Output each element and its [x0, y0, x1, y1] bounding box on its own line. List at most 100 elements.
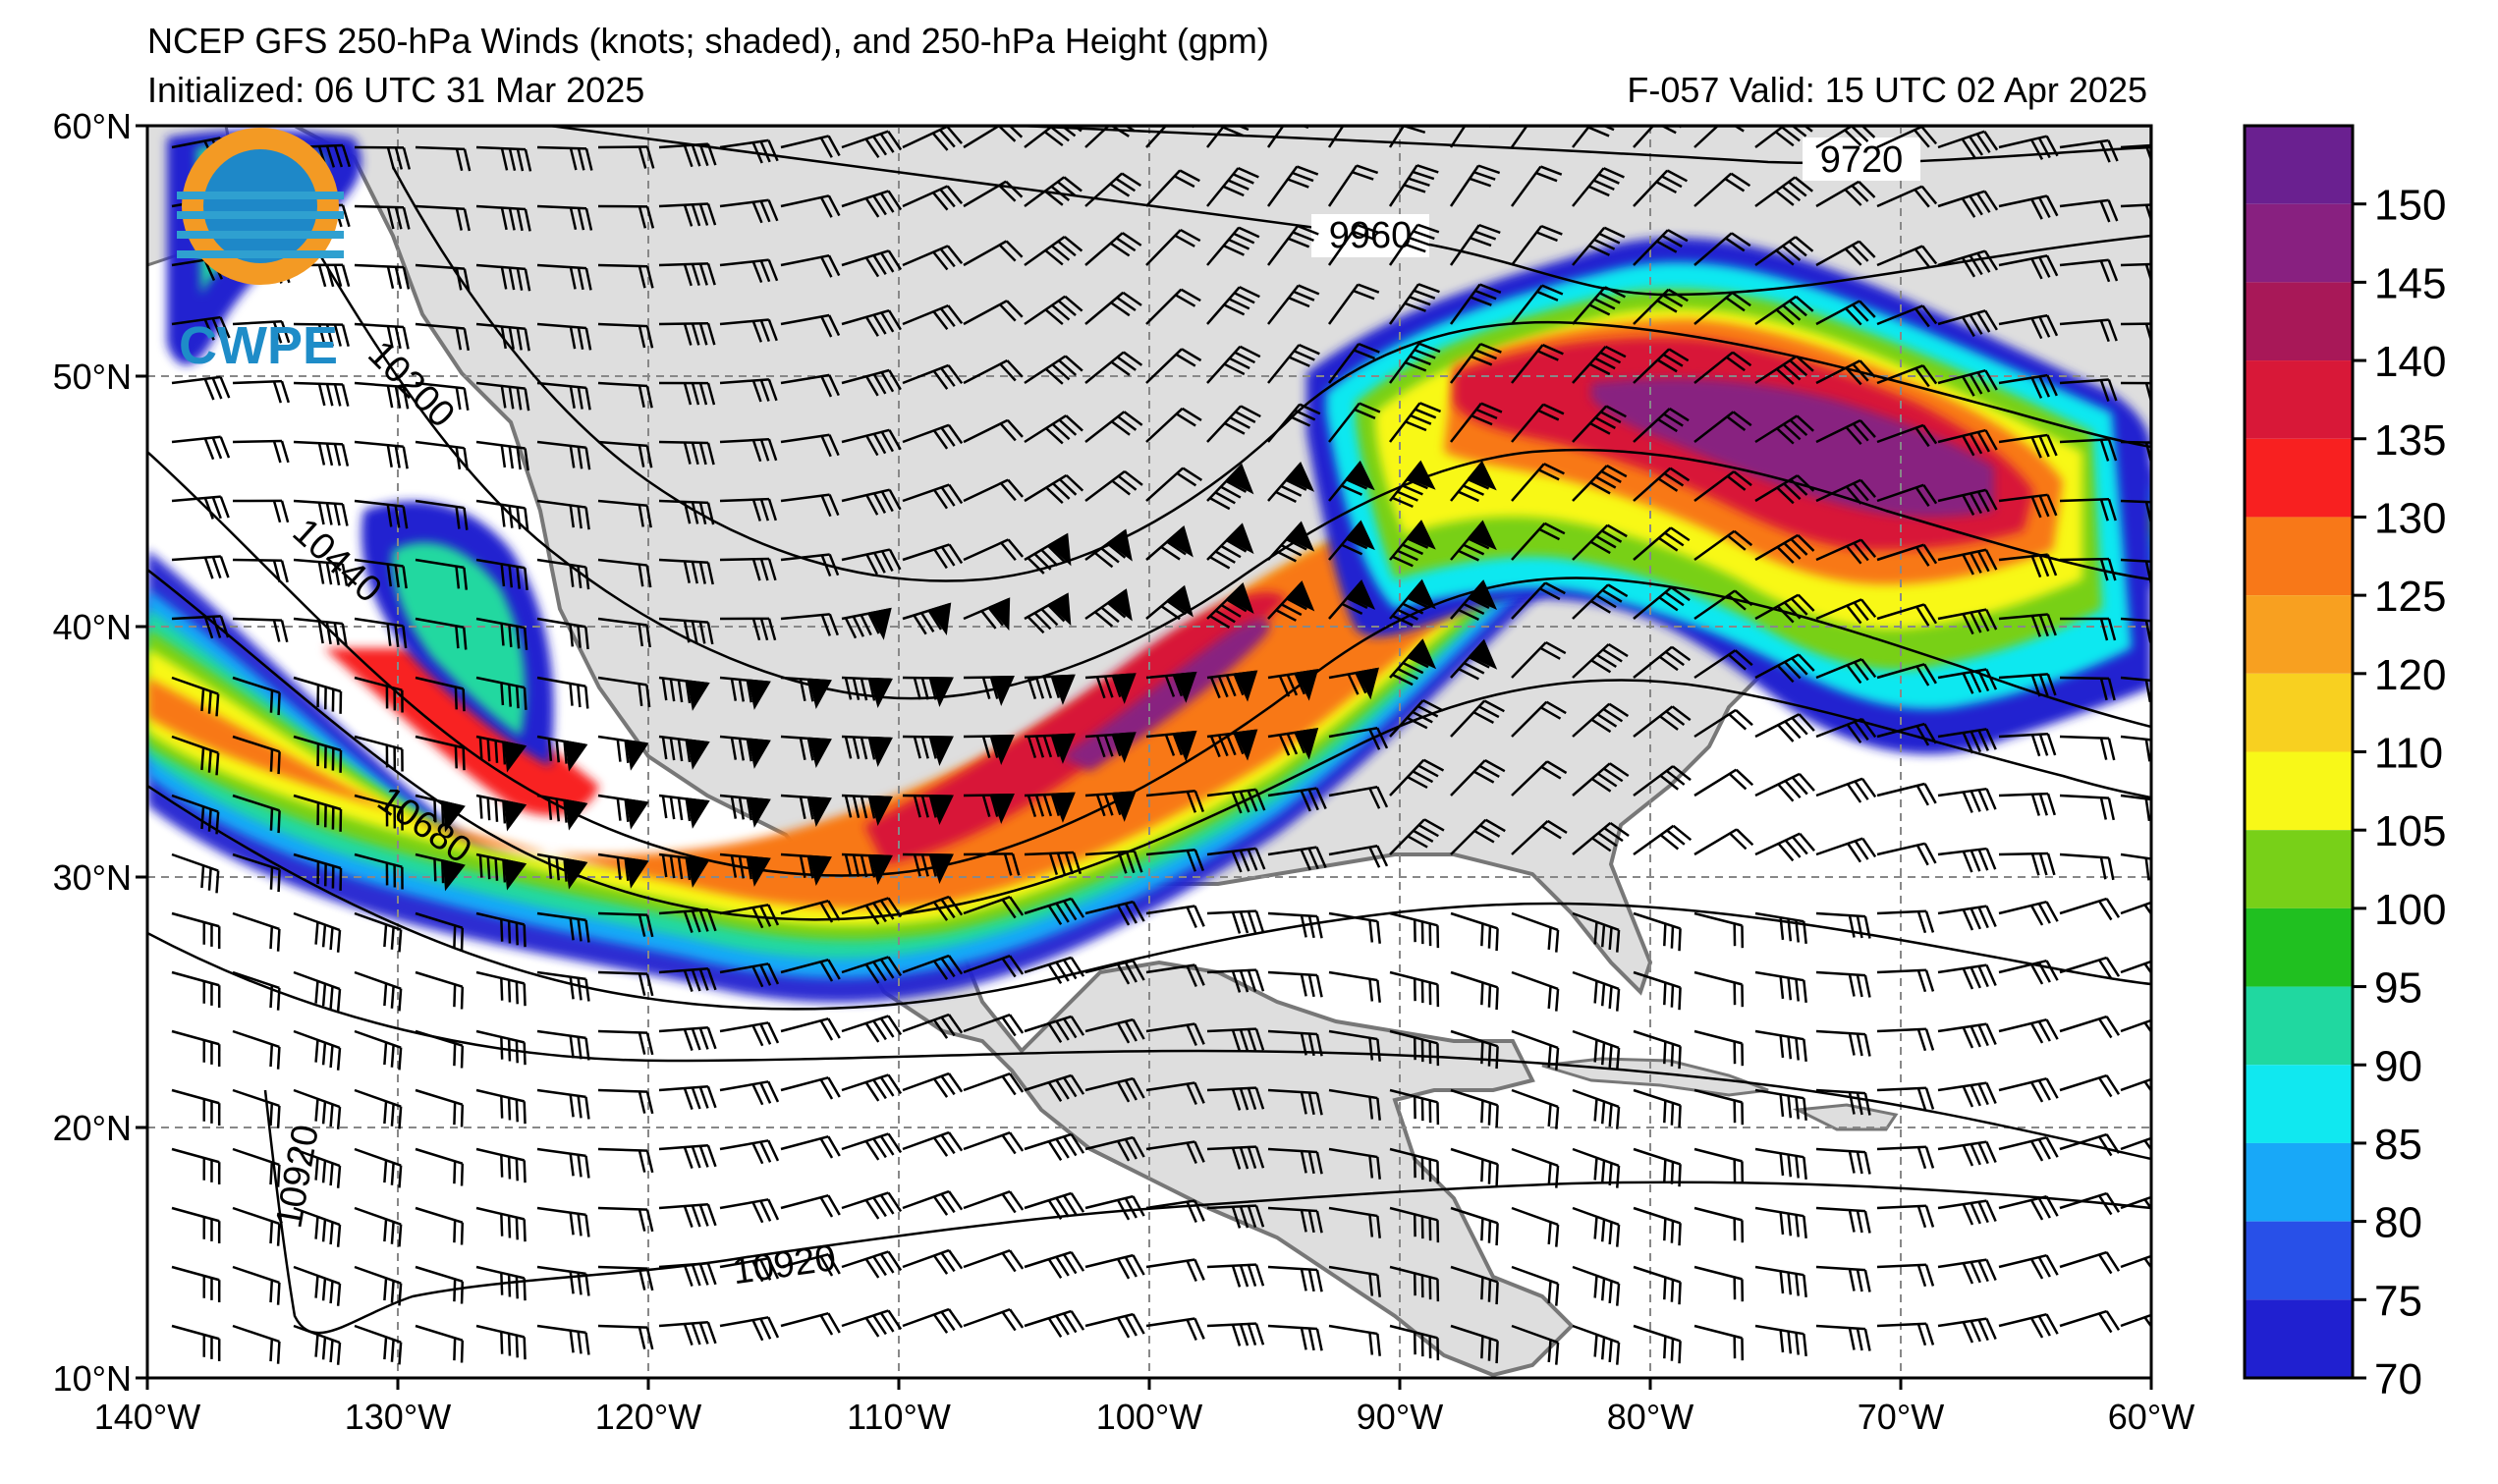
- wind-barb: [293, 381, 350, 407]
- wind-barb: [1998, 373, 2058, 399]
- wind-barb: [1145, 963, 1205, 988]
- wind-barb: [902, 1072, 964, 1098]
- wind-barb: [1876, 782, 1937, 806]
- wind-barb: [780, 313, 841, 338]
- wind-barb: [963, 418, 1024, 444]
- wind-barb: [1450, 579, 1498, 622]
- wind-barb: [841, 735, 893, 767]
- wind-barb: [1145, 905, 1205, 929]
- wind-barb: [2059, 497, 2117, 522]
- wind-barb: [1937, 668, 1998, 694]
- wind-barb: [719, 676, 771, 710]
- wind-barb: [1084, 1135, 1145, 1162]
- wind-barb: [1206, 1145, 1265, 1170]
- colorbar-segment: [2245, 1065, 2353, 1143]
- wind-barb: [475, 1206, 527, 1242]
- wind-barb: [1754, 1265, 1807, 1297]
- wind-barb: [1937, 1081, 1997, 1108]
- wind-barb: [1572, 126, 1615, 148]
- wind-barb: [1572, 226, 1626, 266]
- wind-barb: [1572, 762, 1630, 797]
- wind-barb: [841, 1015, 903, 1043]
- wind-barb: [2059, 258, 2119, 283]
- wind-barb: [1510, 165, 1563, 207]
- wind-barb: [1084, 959, 1145, 985]
- wind-barb: [171, 555, 230, 579]
- wind-barb: [1998, 1194, 2059, 1221]
- wind-barb: [1328, 970, 1381, 1003]
- wind-barb: [780, 253, 841, 278]
- wind-barb: [1145, 288, 1201, 325]
- wind-barb: [658, 1203, 717, 1228]
- wind-barb: [1511, 640, 1567, 679]
- wind-barb: [902, 676, 954, 707]
- wind-barb: [415, 381, 470, 412]
- colorbar-label: 90: [2374, 1042, 2422, 1090]
- wind-barb: [719, 497, 778, 522]
- wind-barb: [1389, 970, 1440, 1008]
- wind-barb: [171, 435, 231, 461]
- wind-barb: [1389, 1029, 1440, 1067]
- wind-barb: [719, 962, 780, 988]
- wind-barb: [415, 852, 466, 892]
- wind-barb: [1024, 355, 1083, 385]
- wind-barb: [963, 538, 1025, 562]
- wind-barb: [841, 308, 902, 337]
- wind-barb: [719, 138, 779, 164]
- wind-barb: [1876, 1263, 1935, 1288]
- wind-barb: [1511, 1324, 1560, 1365]
- wind-barb: [1389, 1324, 1440, 1361]
- wind-barb: [963, 955, 1025, 978]
- wind-barb: [1754, 1324, 1807, 1356]
- wind-barb: [719, 198, 779, 224]
- wind-barb: [963, 358, 1024, 385]
- wind-barb: [780, 900, 841, 923]
- wind-barb: [597, 1265, 654, 1292]
- wind-barb: [1633, 645, 1692, 679]
- wind-barb: [1876, 126, 1938, 149]
- wind-barb: [1937, 369, 1998, 397]
- wind-barb: [1328, 1265, 1381, 1297]
- wind-barb: [963, 1190, 1025, 1214]
- wind-barb: [171, 1029, 221, 1068]
- wind-barb: [963, 852, 1021, 876]
- wind-barb: [1328, 460, 1375, 502]
- wind-barb: [475, 263, 531, 292]
- wind-barb: [1815, 1265, 1871, 1292]
- wind-barb: [1327, 283, 1380, 325]
- wind-barb: [1267, 970, 1323, 998]
- wind-barb: [2059, 1309, 2121, 1334]
- wind-barb: [1937, 1199, 1997, 1226]
- wind-barb: [1084, 1312, 1145, 1339]
- wind-barb: [1693, 649, 1753, 680]
- colorbar-segment: [2245, 282, 2353, 361]
- wind-barb: [1876, 185, 1938, 208]
- wind-barb: [1693, 232, 1751, 266]
- wind-barb: [1450, 818, 1506, 855]
- wind-barb: [1693, 828, 1754, 856]
- wind-barb: [1815, 1324, 1871, 1351]
- wind-barb: [658, 262, 716, 287]
- wind-barb: [1998, 733, 2057, 757]
- wind-barb: [1145, 584, 1193, 621]
- wind-barb: [1267, 403, 1321, 443]
- wind-barb: [658, 735, 710, 770]
- wind-barb: [1572, 523, 1628, 561]
- wind-barb: [232, 439, 290, 464]
- wind-barb: [1633, 1147, 1682, 1187]
- wind-barb: [1754, 832, 1815, 862]
- wind-barb: [1754, 653, 1815, 684]
- wind-barb: [1572, 583, 1629, 620]
- wind-barb: [2120, 1308, 2151, 1337]
- wind-barb: [780, 493, 840, 518]
- wind-barb: [2059, 198, 2119, 223]
- wind-barb: [963, 597, 1011, 632]
- wind-barb: [597, 1088, 654, 1115]
- lon-label: 110°W: [847, 1397, 951, 1437]
- wind-barb: [475, 794, 527, 832]
- wind-barb: [1267, 1029, 1323, 1057]
- wind-barb: [232, 319, 291, 344]
- wind-barb: [1328, 402, 1381, 443]
- wind-barb: [1937, 190, 1999, 218]
- wind-barb: [415, 499, 469, 530]
